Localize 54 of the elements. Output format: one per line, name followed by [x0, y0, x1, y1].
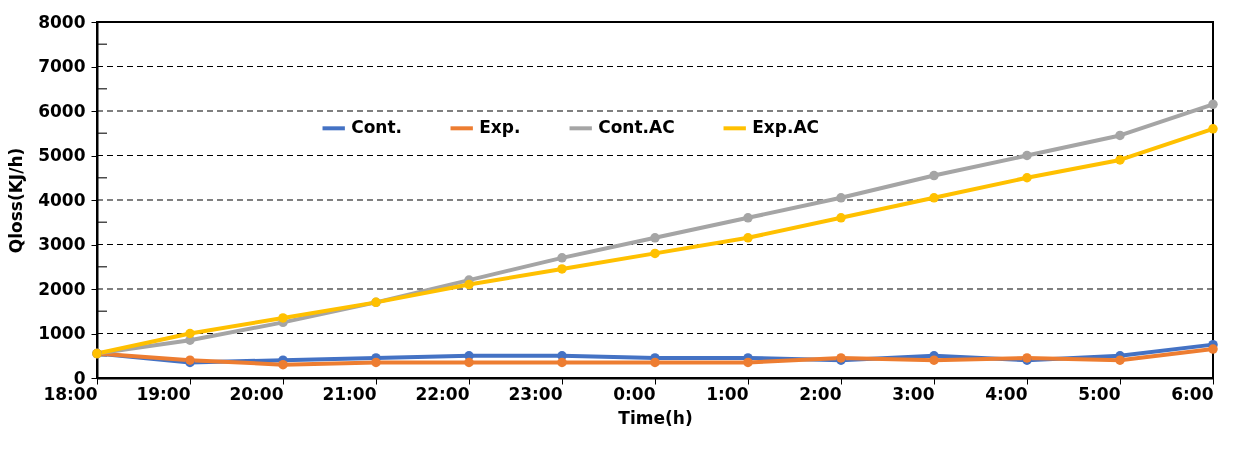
y-tick-label: 2000 [38, 278, 86, 299]
point [1208, 99, 1218, 110]
y-axis-title: Qloss(KJ/h) [6, 147, 27, 254]
x-tick-label: 5:00 [1078, 383, 1121, 404]
point [185, 328, 195, 339]
y-tick-label: 3000 [38, 234, 86, 254]
x-axis-title: Time(h) [618, 407, 693, 428]
x-tick-label: 1:00 [706, 383, 749, 404]
point [464, 279, 474, 290]
point [836, 213, 846, 223]
point [743, 213, 753, 223]
point [278, 359, 288, 370]
y-tick-label: 7000 [38, 56, 86, 76]
x-tick-label: 6:00 [1171, 383, 1214, 404]
x-tick-label: 2:00 [799, 383, 842, 404]
point [371, 357, 381, 368]
x-tick-label: 0:00 [613, 383, 656, 404]
x-tick-label: 20:00 [229, 383, 284, 404]
legend-label: Cont.AC [598, 117, 675, 138]
point [1208, 124, 1218, 134]
point [1115, 130, 1125, 141]
y-tick-label: 4000 [38, 189, 86, 210]
legend-label: Exp. [479, 117, 521, 138]
x-tick-label: 22:00 [415, 383, 470, 404]
legend-label: Exp.AC [752, 117, 820, 138]
y-tick-label: 1000 [38, 323, 86, 343]
x-tick-label: 19:00 [136, 383, 191, 404]
point [929, 193, 939, 203]
point [1022, 150, 1032, 161]
point [743, 233, 753, 243]
x-tick-label: 23:00 [508, 383, 563, 404]
point [1208, 344, 1218, 354]
point [278, 313, 288, 323]
y-tick-label: 6000 [38, 100, 86, 121]
point [650, 248, 660, 259]
x-tick-label: 21:00 [322, 383, 377, 404]
point [929, 355, 939, 365]
y-tick-label: 5000 [38, 145, 86, 165]
point [650, 233, 660, 243]
point [836, 193, 846, 203]
y-tick-label: 8000 [38, 11, 86, 32]
point [743, 357, 753, 368]
legend-label: Cont. [351, 117, 403, 138]
point [464, 357, 474, 368]
x-tick-label: 3:00 [892, 383, 935, 404]
point [557, 357, 567, 368]
x-tick-label: 4:00 [985, 383, 1028, 404]
point [1115, 155, 1125, 165]
point [1115, 355, 1125, 365]
point [929, 170, 939, 181]
point [557, 253, 567, 263]
point [650, 357, 660, 368]
point [557, 264, 567, 274]
point [1022, 173, 1032, 183]
